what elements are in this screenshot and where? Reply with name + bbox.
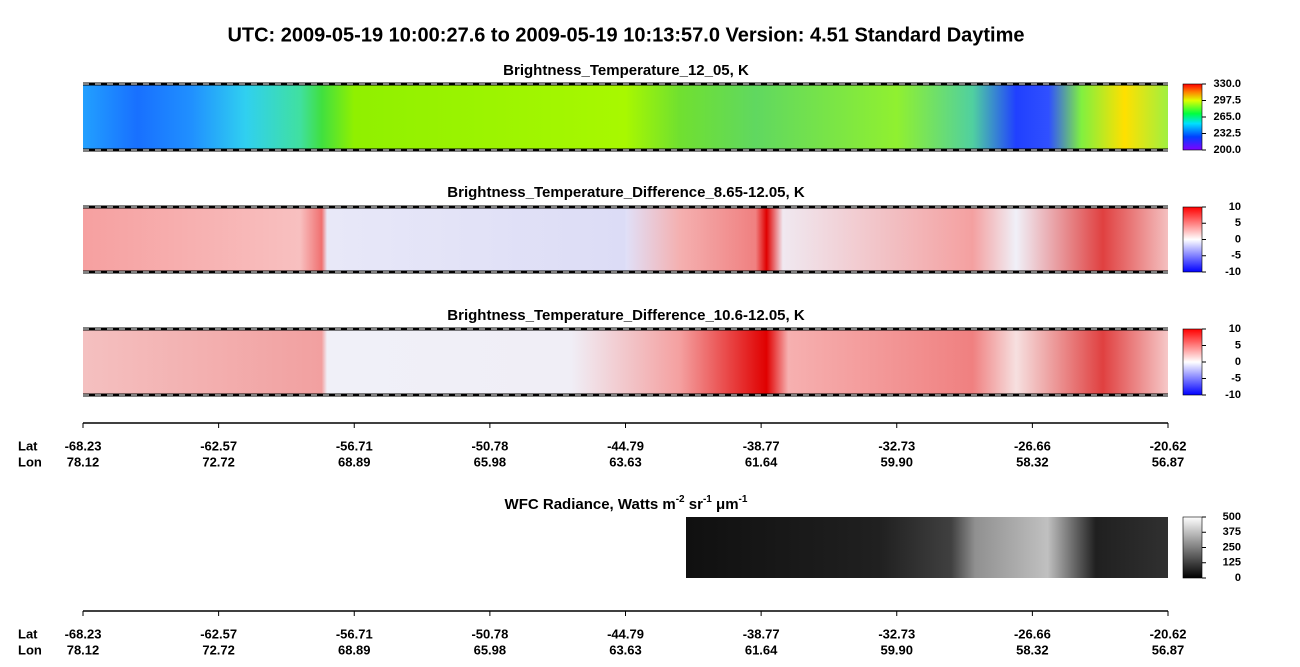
panel-title: Brightness_Temperature_12_05, K [503,62,749,79]
panel-title: Brightness_Temperature_Difference_8.65-1… [447,184,805,201]
lat-tick-label: -62.57 [200,438,237,453]
lon-tick-label: 61.64 [745,454,778,469]
lon-tick-label: 58.32 [1016,454,1049,469]
lat-tick-label: -20.62 [1150,438,1187,453]
lat-tick-label: -26.66 [1014,438,1051,453]
lat-tick-label: -38.77 [743,626,780,641]
image-strip [83,84,1168,150]
panel-title: WFC Radiance, Watts m-2 sr-1 μm-1 [505,494,748,513]
colorbar-tick-label: -10 [1225,389,1241,401]
colorbar [1182,83,1203,151]
lon-tick-label: 59.90 [880,454,913,469]
colorbar [1182,206,1203,273]
colorbar-tick-label: 297.5 [1213,94,1241,106]
lat-tick-label: -32.73 [878,626,915,641]
page-title: UTC: 2009-05-19 10:00:27.6 to 2009-05-19… [227,24,1024,46]
lat-label: Lat [18,626,38,641]
colorbar-tick-label: 375 [1223,526,1241,538]
lat-tick-label: -38.77 [743,438,780,453]
lon-tick-label: 68.89 [338,642,371,657]
colorbar-tick-label: 200.0 [1213,144,1241,156]
colorbar-tick-label: 5 [1235,217,1241,229]
lon-label: Lon [18,454,42,469]
lon-tick-label: 65.98 [474,642,507,657]
lon-tick-label: 78.12 [67,454,100,469]
lon-tick-label: 72.72 [202,642,235,657]
lon-tick-label: 78.12 [67,642,100,657]
lon-tick-label: 59.90 [880,642,913,657]
colorbar-tick-label: 0 [1235,356,1241,368]
lon-tick-label: 63.63 [609,454,642,469]
colorbar-tick-label: 500 [1223,511,1241,523]
lat-tick-label: -68.23 [65,626,102,641]
lat-tick-label: -20.62 [1150,626,1187,641]
lat-tick-label: -44.79 [607,438,644,453]
title-part: WFC Radiance, Watts m [505,496,676,513]
image-strip [83,329,1168,395]
colorbar-tick-label: 0 [1235,572,1241,584]
lat-tick-label: -44.79 [607,626,644,641]
colorbar-tick-label: 10 [1229,323,1241,335]
lat-label: Lat [18,438,38,453]
image-strip [686,517,1168,578]
colorbar-tick-label: 10 [1229,201,1241,213]
lon-label: Lon [18,642,42,657]
lon-tick-label: 72.72 [202,454,235,469]
colorbar-tick-label: -5 [1231,372,1241,384]
colorbar-tick-label: 232.5 [1213,127,1241,139]
image-strip [83,207,1168,272]
lon-tick-label: 58.32 [1016,642,1049,657]
colorbar-tick-label: 0 [1235,233,1241,245]
lat-tick-label: -50.78 [471,438,508,453]
superscript: -2 [676,494,685,505]
colorbar-tick-label: 5 [1235,339,1241,351]
lon-tick-label: 56.87 [1152,454,1185,469]
superscript: -1 [703,494,712,505]
colorbar-tick-label: 330.0 [1213,78,1241,90]
lon-tick-label: 63.63 [609,642,642,657]
lat-tick-label: -68.23 [65,438,102,453]
lat-tick-label: -56.71 [336,438,373,453]
superscript: -1 [739,494,748,505]
lat-tick-label: -62.57 [200,626,237,641]
colorbar-tick-label: 250 [1223,541,1241,553]
colorbar [1182,328,1203,396]
lat-tick-label: -26.66 [1014,626,1051,641]
lat-tick-label: -32.73 [878,438,915,453]
colorbar-tick-label: -10 [1225,266,1241,278]
colorbar-tick-label: 265.0 [1213,111,1241,123]
lat-tick-label: -56.71 [336,626,373,641]
panel-title: Brightness_Temperature_Difference_10.6-1… [447,307,805,324]
lon-tick-label: 65.98 [474,454,507,469]
lat-tick-label: -50.78 [471,626,508,641]
title-part: sr [685,496,704,513]
lon-tick-label: 61.64 [745,642,778,657]
colorbar [1182,516,1203,579]
title-part: μm [712,496,739,513]
colorbar-tick-label: 125 [1223,557,1241,569]
lon-tick-label: 56.87 [1152,642,1185,657]
lon-tick-label: 68.89 [338,454,371,469]
colorbar-tick-label: -5 [1231,250,1241,262]
